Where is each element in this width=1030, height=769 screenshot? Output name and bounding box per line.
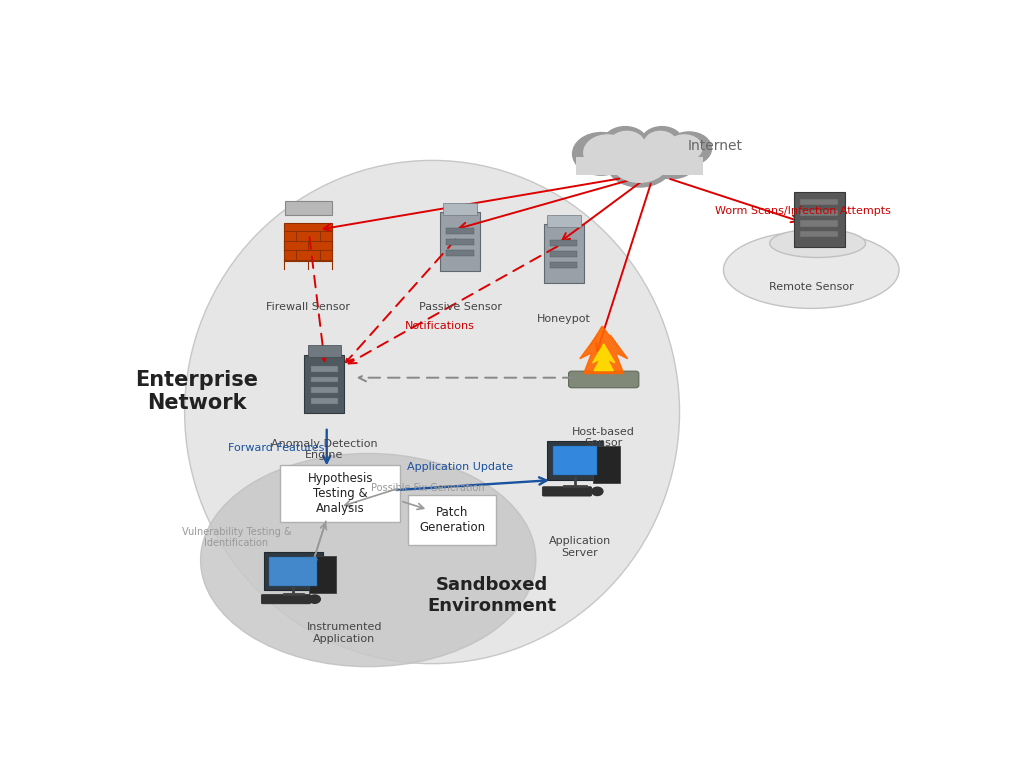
Text: Internet: Internet	[688, 138, 743, 152]
Bar	[311, 377, 338, 382]
Polygon shape	[580, 326, 627, 374]
FancyBboxPatch shape	[269, 557, 317, 586]
Text: Anomaly Detection
Engine: Anomaly Detection Engine	[271, 438, 378, 461]
Text: Instrumented
Application: Instrumented Application	[307, 622, 382, 644]
Circle shape	[648, 141, 692, 174]
Circle shape	[642, 127, 683, 158]
Text: Possible Fix Generation: Possible Fix Generation	[371, 483, 485, 493]
Circle shape	[603, 138, 631, 158]
FancyBboxPatch shape	[542, 487, 591, 496]
Text: Passive Sensor: Passive Sensor	[418, 302, 502, 312]
FancyBboxPatch shape	[280, 465, 400, 521]
Circle shape	[573, 132, 630, 175]
Text: Forward Features: Forward Features	[229, 442, 324, 453]
Polygon shape	[592, 344, 615, 371]
Bar	[446, 239, 474, 245]
Bar	[311, 398, 338, 404]
Circle shape	[606, 138, 674, 187]
Text: Hypothesis
Testing &
Analysis: Hypothesis Testing & Analysis	[308, 472, 373, 515]
Circle shape	[309, 595, 320, 604]
Circle shape	[666, 132, 712, 165]
Circle shape	[610, 131, 645, 158]
Ellipse shape	[723, 231, 899, 308]
Bar	[446, 250, 474, 256]
FancyBboxPatch shape	[408, 495, 496, 545]
Circle shape	[645, 131, 677, 155]
Text: Firewall Sensor: Firewall Sensor	[267, 302, 350, 312]
FancyBboxPatch shape	[262, 594, 311, 604]
Bar	[800, 199, 838, 205]
Bar	[576, 158, 703, 175]
FancyBboxPatch shape	[309, 556, 336, 593]
FancyBboxPatch shape	[553, 446, 597, 475]
FancyBboxPatch shape	[443, 203, 477, 215]
FancyBboxPatch shape	[794, 191, 845, 248]
Circle shape	[595, 132, 633, 161]
Text: Honeypot: Honeypot	[537, 315, 591, 325]
Text: Patch
Generation: Patch Generation	[419, 506, 485, 534]
Bar	[550, 251, 578, 257]
Text: Application
Server: Application Server	[549, 536, 611, 558]
Text: Host-based
Sensor: Host-based Sensor	[573, 427, 636, 448]
FancyBboxPatch shape	[592, 446, 620, 483]
FancyBboxPatch shape	[285, 201, 332, 215]
Text: Enterprise
Network: Enterprise Network	[135, 370, 259, 413]
Bar	[550, 240, 578, 246]
FancyBboxPatch shape	[440, 212, 480, 271]
Bar	[446, 228, 474, 235]
Ellipse shape	[201, 454, 536, 667]
FancyBboxPatch shape	[305, 355, 344, 413]
Bar	[311, 366, 338, 371]
Circle shape	[603, 127, 648, 160]
Bar	[284, 222, 333, 261]
Text: Application Update: Application Update	[407, 461, 513, 471]
Text: Remote Sensor: Remote Sensor	[768, 281, 854, 291]
FancyBboxPatch shape	[308, 345, 341, 357]
Circle shape	[611, 140, 668, 182]
Circle shape	[591, 488, 603, 495]
Circle shape	[584, 135, 631, 171]
Circle shape	[666, 135, 701, 161]
Bar	[800, 209, 838, 216]
FancyBboxPatch shape	[569, 371, 639, 388]
Text: Vulnerability Testing &
Identification: Vulnerability Testing & Identification	[181, 527, 291, 548]
Text: Worm Scans/Infection Attempts: Worm Scans/Infection Attempts	[716, 205, 891, 216]
Text: Sandboxed
Environment: Sandboxed Environment	[427, 576, 556, 615]
Bar	[800, 220, 838, 227]
Circle shape	[645, 138, 698, 178]
Bar	[550, 261, 578, 268]
FancyBboxPatch shape	[547, 215, 581, 227]
Bar	[800, 231, 838, 238]
FancyBboxPatch shape	[547, 441, 603, 480]
Text: Notifications: Notifications	[405, 321, 475, 331]
Ellipse shape	[184, 161, 680, 664]
Bar	[311, 387, 338, 393]
FancyBboxPatch shape	[264, 552, 322, 591]
Ellipse shape	[769, 229, 865, 258]
FancyBboxPatch shape	[544, 225, 584, 283]
